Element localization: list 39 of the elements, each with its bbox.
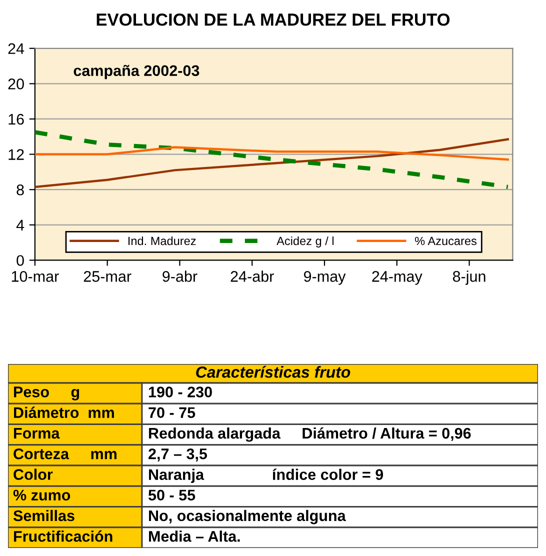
x-tick-label: 9-may — [304, 271, 346, 285]
text: 70 - 75 — [148, 407, 196, 418]
y-tick-label: 16 — [8, 114, 24, 125]
x-tick-label: 10-mar — [12, 271, 59, 282]
x-tick-label: 9-abr — [162, 270, 198, 282]
text: Fructificación — [14, 530, 112, 542]
chart-title: EVOLUCION DE LA MADUREZ DEL FRUTO — [96, 13, 450, 26]
text: Peso g — [14, 386, 80, 400]
text: Naranja índice color = 9 — [149, 468, 384, 483]
text: Forma — [14, 428, 60, 439]
text: Semillas — [13, 510, 74, 522]
text: Color — [14, 468, 53, 480]
text: % zumo — [13, 490, 70, 501]
line-series — [34, 138, 509, 188]
y-tick-label: 20 — [8, 78, 24, 90]
text: Redonda alargada Diámetro / Altura = 0,96 — [149, 427, 471, 442]
text: Media – Alta. — [149, 530, 240, 542]
text: Características fruto — [196, 366, 350, 378]
x-tick-label: 24-may — [372, 271, 422, 285]
legend-label: Ind. Madurez — [128, 236, 196, 246]
text: No, ocasionalmente alguna — [149, 510, 346, 524]
line-series — [34, 146, 509, 161]
y-tick-label: 24 — [8, 43, 24, 54]
x-tick-label: 24-abr — [230, 270, 274, 282]
legend-label: % Azucares — [415, 236, 476, 246]
y-tick-label: 8 — [16, 184, 24, 196]
annotation: campaña 2002-03 — [74, 64, 200, 80]
y-tick-label: 0 — [16, 255, 24, 266]
text: 50 - 55 — [148, 490, 196, 501]
text: 190 - 230 — [148, 386, 212, 398]
legend-label: Acidez g / l — [276, 236, 334, 248]
text: Corteza mm — [14, 448, 116, 460]
text: 2,7 – 3,5 — [148, 448, 208, 462]
line-series — [34, 130, 510, 190]
y-tick-label: 4 — [16, 220, 24, 230]
text: Diámetro mm — [14, 406, 114, 418]
y-tick-label: 12 — [8, 149, 24, 160]
x-tick-label: 25-mar — [84, 271, 132, 282]
x-tick-label: 8-jun — [452, 270, 486, 285]
